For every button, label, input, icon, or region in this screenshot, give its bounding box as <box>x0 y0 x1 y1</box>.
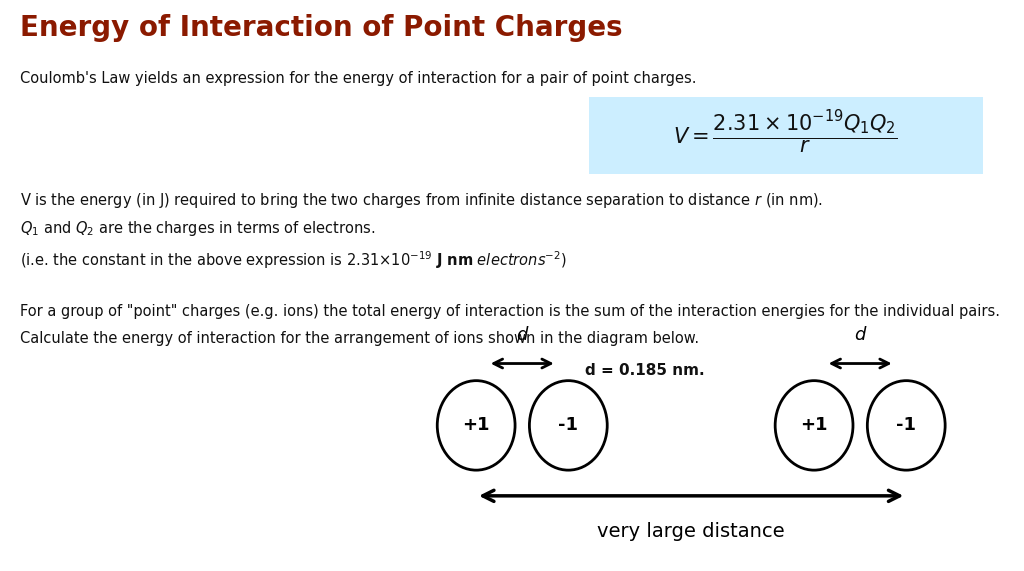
Text: +1: +1 <box>463 416 489 435</box>
Text: -1: -1 <box>558 416 579 435</box>
Text: Coulomb's Law yields an expression for the energy of interaction for a pair of p: Coulomb's Law yields an expression for t… <box>20 71 697 86</box>
Ellipse shape <box>775 381 853 470</box>
Text: +1: +1 <box>801 416 827 435</box>
Text: V is the energy (in J) required to bring the two charges from infinite distance : V is the energy (in J) required to bring… <box>20 191 823 210</box>
Text: $Q_1$ and $Q_2$ are the charges in terms of electrons.: $Q_1$ and $Q_2$ are the charges in terms… <box>20 219 376 238</box>
Text: d: d <box>516 325 528 344</box>
Text: -1: -1 <box>896 416 916 435</box>
Text: $V = \dfrac{2.31 \times 10^{-19}Q_1Q_2}{r}$: $V = \dfrac{2.31 \times 10^{-19}Q_1Q_2}{… <box>674 109 898 156</box>
Text: very large distance: very large distance <box>597 521 785 541</box>
Text: d = 0.185 nm.: d = 0.185 nm. <box>586 363 705 377</box>
Text: Energy of Interaction of Point Charges: Energy of Interaction of Point Charges <box>20 14 624 42</box>
Text: Calculate the energy of interaction for the arrangement of ions shown in the dia: Calculate the energy of interaction for … <box>20 331 699 346</box>
Ellipse shape <box>867 381 945 470</box>
Ellipse shape <box>437 381 515 470</box>
FancyBboxPatch shape <box>589 97 983 174</box>
Text: d: d <box>854 325 866 344</box>
Text: For a group of "point" charges (e.g. ions) the total energy of interaction is th: For a group of "point" charges (e.g. ion… <box>20 304 1000 319</box>
Text: (i.e. the constant in the above expression is 2.31$\times$10$^{-19}$ $\mathbf{J\: (i.e. the constant in the above expressi… <box>20 249 567 271</box>
Ellipse shape <box>529 381 607 470</box>
